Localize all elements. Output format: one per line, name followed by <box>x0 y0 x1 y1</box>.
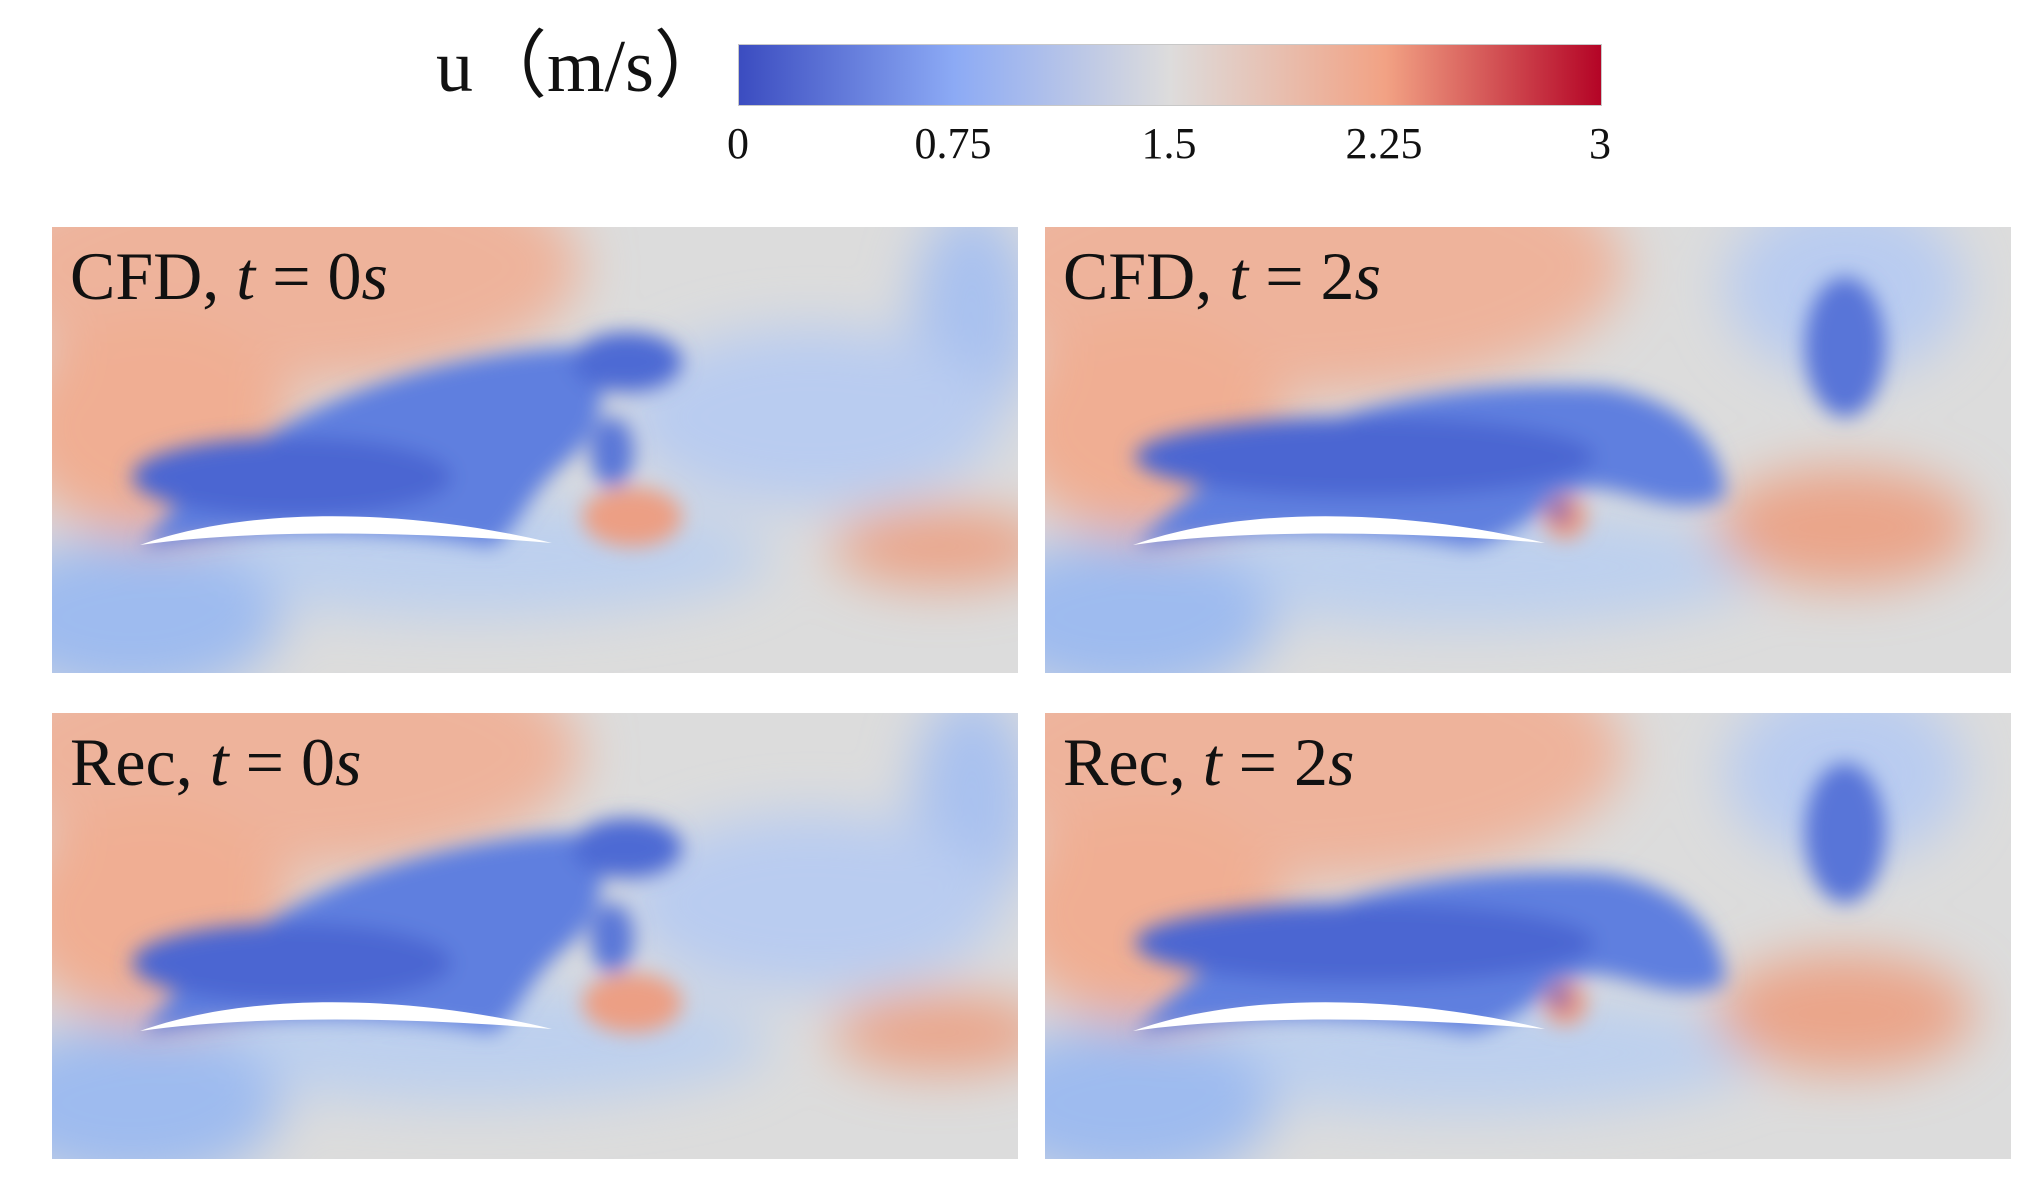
time-value: 0 <box>327 238 362 314</box>
panel-source: Rec <box>70 724 176 800</box>
panel-label: CFD, t = 0s <box>70 238 389 314</box>
time-variable: t <box>236 238 256 314</box>
velocity-field-cfd-t2 <box>1045 227 2011 673</box>
panel-rec-t0: Rec, t = 0s <box>52 713 1018 1159</box>
time-unit: s <box>334 724 362 800</box>
colorbar-title: u（m/s） <box>436 30 728 104</box>
panel-cfd-t0: CFD, t = 0s <box>52 227 1018 673</box>
panel-label: CFD, t = 2s <box>1063 238 1382 314</box>
time-variable: t <box>1202 724 1222 800</box>
velocity-field-cfd-t0 <box>52 227 1018 673</box>
colorbar-tick-label: 1.5 <box>1141 119 1197 168</box>
time-unit: s <box>361 238 389 314</box>
time-value: 2 <box>1320 238 1355 314</box>
panel-source: CFD <box>70 238 203 314</box>
colorbar-tick-label: 2.25 <box>1345 119 1423 168</box>
colorbar-tick-label: 0 <box>727 119 749 168</box>
colorbar <box>738 44 1602 106</box>
time-value: 0 <box>300 724 335 800</box>
panel-source: Rec <box>1063 724 1169 800</box>
panel-label: Rec, t = 0s <box>70 724 362 800</box>
panel-cfd-t2: CFD, t = 2s <box>1045 227 2011 673</box>
time-value: 2 <box>1293 724 1328 800</box>
colorbar-variable: u <box>436 26 473 108</box>
panel-rec-t2: Rec, t = 2s <box>1045 713 2011 1159</box>
time-unit: s <box>1327 724 1355 800</box>
colorbar-tick-label: 0.75 <box>914 119 992 168</box>
velocity-field-rec-t0 <box>52 713 1018 1159</box>
velocity-field-rec-t2 <box>1045 713 2011 1159</box>
panel-source: CFD <box>1063 238 1196 314</box>
colorbar-unit: （m/s） <box>473 26 728 108</box>
time-unit: s <box>1354 238 1382 314</box>
colorbar-tick-label: 3 <box>1589 119 1611 168</box>
panel-label: Rec, t = 2s <box>1063 724 1355 800</box>
time-variable: t <box>209 724 229 800</box>
time-variable: t <box>1229 238 1249 314</box>
